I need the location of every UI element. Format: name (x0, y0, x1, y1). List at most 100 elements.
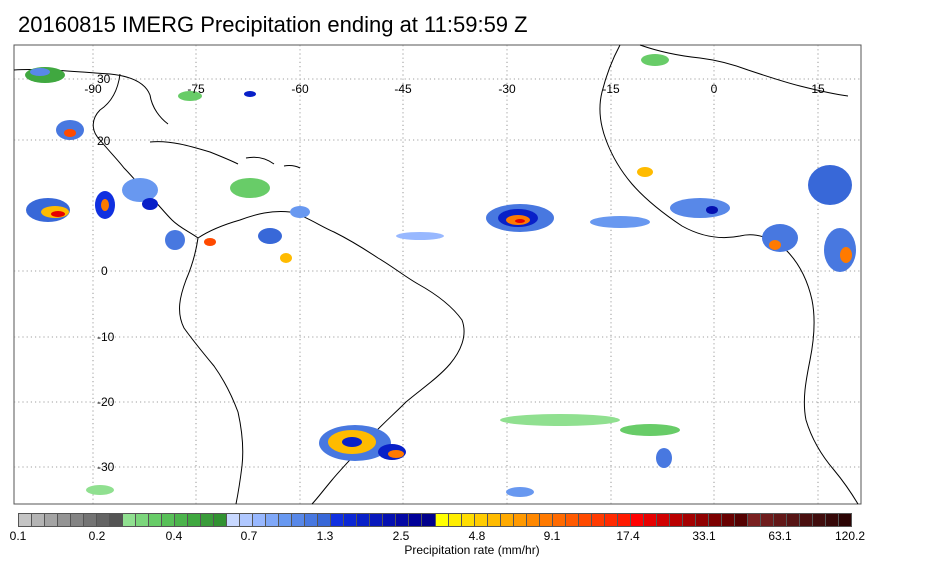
precip-africa (762, 165, 856, 272)
coast-hispaniola (245, 156, 275, 165)
lat-label: 0 (101, 264, 108, 278)
lon-label: -75 (187, 82, 205, 96)
colorbar-cell (344, 514, 358, 526)
lon-labels: -90 -75 -60 -45 -30 -15 0 15 (84, 82, 825, 96)
colorbar-cell (708, 514, 722, 526)
colorbar-cell (578, 514, 592, 526)
colorbar-cell (58, 514, 72, 526)
colorbar-cell (656, 514, 670, 526)
colorbar-cell (396, 514, 410, 526)
colorbar-cell (617, 514, 631, 526)
map-title: 20160815 IMERG Precipitation ending at 1… (18, 12, 528, 37)
coast-europe (639, 44, 849, 97)
map-frame (13, 44, 862, 505)
colorbar-cell (214, 514, 228, 526)
colorbar-cell (643, 514, 657, 526)
colorbar-cell (201, 514, 215, 526)
colorbar-cell (591, 514, 605, 526)
colorbar-cell (370, 514, 384, 526)
colorbar-tick: 0.7 (240, 529, 258, 543)
colorbar-tick: 63.1 (768, 529, 792, 543)
colorbar-cell (773, 514, 787, 526)
lat-label: -10 (97, 330, 115, 344)
colorbar-cell (253, 514, 267, 526)
coast-cuba (149, 141, 239, 165)
lon-label: -60 (291, 82, 309, 96)
lat-label: -30 (97, 460, 115, 474)
colorbar-cell (123, 514, 137, 526)
colorbar-cell (435, 514, 449, 526)
coast-south-america-west (179, 237, 244, 505)
colorbar-tick: 1.3 (316, 529, 334, 543)
colorbar-cell (695, 514, 709, 526)
lon-label: 15 (811, 82, 825, 96)
colorbar-tick: 0.1 (9, 529, 27, 543)
colorbar-cell (45, 514, 59, 526)
colorbar-cell (409, 514, 423, 526)
colorbar-cell (331, 514, 345, 526)
colorbar-cell (552, 514, 566, 526)
colorbar-cell (19, 514, 33, 526)
lon-label: -90 (84, 82, 102, 96)
colorbar-cell (721, 514, 735, 526)
colorbar-cell (474, 514, 488, 526)
colorbar-cell (162, 514, 176, 526)
coast-puerto-rico (283, 165, 301, 169)
colorbar-cell (630, 514, 644, 526)
colorbar-title: Precipitation rate (mm/hr) (404, 543, 540, 557)
colorbar-cell (71, 514, 85, 526)
lon-label: 0 (711, 82, 718, 96)
colorbar-cell (188, 514, 202, 526)
lon-label: -45 (394, 82, 412, 96)
precip-south-atlantic (86, 414, 680, 497)
colorbar-cell (565, 514, 579, 526)
colorbar-cell (84, 514, 98, 526)
colorbar-cell (604, 514, 618, 526)
colorbar-cell (734, 514, 748, 526)
colorbar-tick: 120.2 (834, 529, 866, 543)
colorbar (18, 513, 852, 527)
lon-label: -15 (602, 82, 620, 96)
precip-atlantic-itcz (396, 54, 730, 240)
precip-caribbean (178, 91, 310, 263)
colorbar-cell (448, 514, 462, 526)
colorbar-tick: 0.4 (165, 529, 183, 543)
colorbar-cell (318, 514, 332, 526)
colorbar-tick: 33.1 (692, 529, 716, 543)
colorbar-tick: 17.4 (616, 529, 640, 543)
colorbar-tick: 2.5 (392, 529, 410, 543)
lat-label: 30 (97, 72, 111, 86)
coast-africa (599, 44, 859, 505)
colorbar-cell (513, 514, 527, 526)
colorbar-cell (487, 514, 501, 526)
colorbar-cell (461, 514, 475, 526)
colorbar-tick: 4.8 (468, 529, 486, 543)
colorbar-cell (279, 514, 293, 526)
colorbar-cell (669, 514, 683, 526)
colorbar-cell (682, 514, 696, 526)
colorbar-cell (240, 514, 254, 526)
colorbar-cell (786, 514, 800, 526)
colorbar-cell (526, 514, 540, 526)
lat-label: 20 (97, 134, 111, 148)
lon-label: -30 (498, 82, 516, 96)
colorbar-cell (747, 514, 761, 526)
precip-gulf (25, 67, 216, 250)
colorbar-cell (175, 514, 189, 526)
colorbar-cell (97, 514, 111, 526)
colorbar-cell (422, 514, 436, 526)
colorbar-cell (383, 514, 397, 526)
precip-field (25, 54, 856, 497)
colorbar-cell (539, 514, 553, 526)
colorbar-cell (812, 514, 826, 526)
colorbar-cell (760, 514, 774, 526)
colorbar-cell (825, 514, 839, 526)
colorbar-cell (838, 514, 851, 526)
colorbar-tick: 0.2 (88, 529, 106, 543)
colorbar-cell (305, 514, 319, 526)
colorbar-tick: 9.1 (543, 529, 561, 543)
colorbar-cell (149, 514, 163, 526)
colorbar-cell (500, 514, 514, 526)
colorbar-cell (110, 514, 124, 526)
colorbar-cell (799, 514, 813, 526)
